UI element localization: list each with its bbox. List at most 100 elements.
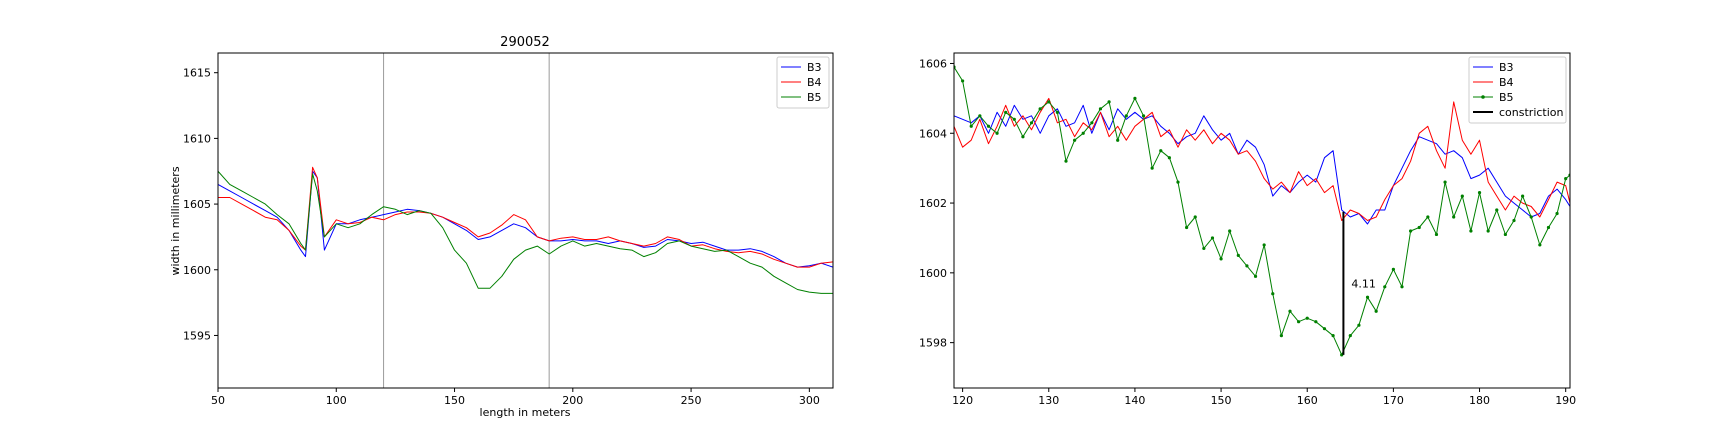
- left-plot-series-b5: [218, 170, 833, 294]
- right-plot-point-b5: [1434, 232, 1439, 237]
- right-plot-xtick-label: 150: [1211, 394, 1232, 407]
- right-plot-point-b5: [1159, 149, 1163, 153]
- right-plot-point-b5: [1202, 246, 1206, 251]
- left-plot-ytick-label: 1595: [183, 329, 211, 342]
- right-plot-point-b5: [1141, 114, 1146, 118]
- right-plot-ytick-label: 1606: [919, 57, 947, 70]
- left-plot-legend: [776, 56, 830, 109]
- right-plot-xtick-label: 170: [1383, 394, 1404, 407]
- right-plot-xtick-label: 140: [1124, 394, 1145, 407]
- right-plot-point-b5: [961, 79, 965, 83]
- left-plot-ytick-label: 1610: [183, 132, 211, 145]
- right-plot-point-b5: [1365, 295, 1370, 299]
- right-plot-point-b5: [1029, 121, 1034, 125]
- right-plot-point-b5: [1391, 267, 1395, 271]
- right-plot-point-b5: [1374, 309, 1378, 313]
- right-plot-point-b5: [1495, 208, 1499, 212]
- right-plot-point-b5: [1107, 100, 1111, 104]
- left-plot-xtick-label: 50: [211, 394, 225, 407]
- right-plot-point-b5: [1055, 110, 1059, 114]
- right-plot-xtick-label: 120: [952, 394, 973, 407]
- left-plot-xtick-label: 150: [444, 394, 465, 407]
- right-plot-legend: [1468, 56, 1567, 124]
- right-plot-point-b5: [1038, 107, 1042, 111]
- right-plot-xtick-label: 190: [1555, 394, 1576, 407]
- right-plot-point-b5: [1400, 285, 1404, 289]
- right-plot-point-b5: [1150, 166, 1154, 170]
- right-plot-legend-label: B3: [1499, 61, 1514, 74]
- right-plot-point-b5: [1228, 229, 1232, 233]
- right-plot-point-b5: [1529, 215, 1533, 219]
- right-plot-point-b5: [1409, 229, 1413, 233]
- right-plot-point-b5: [1124, 114, 1128, 118]
- right-plot-point-b5: [1236, 253, 1240, 257]
- right-plot-point-b5: [1185, 225, 1189, 230]
- left-plot-xtick-label: 200: [562, 394, 583, 407]
- right-plot-point-b5: [1503, 232, 1507, 237]
- right-plot-series-b4: [954, 97, 1570, 221]
- right-plot-point-b5: [1469, 229, 1473, 233]
- right-plot-point-b5: [1219, 257, 1223, 261]
- right-plot-point-b5: [969, 124, 973, 128]
- right-plot-point-b5: [1090, 121, 1094, 125]
- right-plot: 4.11 120 130 140 150 160 170 180 190 1598 1600 1602…: [919, 52, 1576, 407]
- right-plot-point-b5: [978, 114, 982, 118]
- right-plot-point-b5: [1176, 180, 1180, 184]
- left-plot-legend-label: B3: [807, 61, 822, 74]
- right-plot-point-b5: [1167, 156, 1171, 160]
- right-plot-point-b5: [1426, 215, 1430, 219]
- right-plot-point-b5: [1098, 107, 1103, 111]
- right-plot-legend-marker: [1481, 95, 1485, 99]
- left-plot-series-b4: [218, 166, 833, 268]
- right-plot-point-b5: [1417, 225, 1421, 230]
- right-plot-point-b5: [1021, 135, 1025, 139]
- left-plot-legend-label: B4: [807, 76, 822, 89]
- right-plot-point-b5: [1279, 334, 1283, 338]
- right-plot-ytick-label: 1598: [919, 337, 947, 350]
- right-plot-point-b5: [1564, 177, 1568, 181]
- right-plot-point-b5: [1064, 159, 1068, 163]
- right-plot-xtick-label: 180: [1469, 394, 1490, 407]
- constriction-label: 4.11: [1351, 277, 1376, 290]
- right-plot-ytick-label: 1602: [919, 197, 947, 210]
- right-plot-ytick-label: 1604: [919, 127, 947, 140]
- right-plot-point-b5: [1477, 190, 1482, 195]
- left-plot-legend-label: B5: [807, 91, 822, 104]
- right-plot-ytick-label: 1600: [919, 267, 947, 280]
- right-plot-point-b5: [1486, 229, 1490, 233]
- left-plot-xtick-label: 300: [799, 394, 820, 407]
- right-plot-point-b5: [1314, 320, 1318, 324]
- right-plot-point-b5: [1521, 194, 1525, 198]
- right-plot-frame: [953, 52, 1571, 389]
- right-plot-point-b5: [1245, 264, 1249, 268]
- right-plot-point-b5: [1073, 138, 1077, 142]
- left-plot-ytick-label: 1605: [183, 198, 211, 211]
- right-plot-xtick-label: 130: [1038, 394, 1059, 407]
- right-plot-point-b5: [1305, 316, 1309, 320]
- left-plot-ytick-label: 1600: [183, 264, 211, 277]
- right-plot-point-b5: [1331, 334, 1335, 338]
- right-plot-point-b5: [1538, 243, 1542, 247]
- left-plot-ytick-label: 1615: [183, 67, 211, 80]
- right-plot-point-b5: [1383, 285, 1387, 289]
- right-plot-point-b5: [1322, 327, 1327, 331]
- right-plot-point-b5: [1047, 100, 1051, 104]
- left-plot-xtick-label: 100: [326, 394, 347, 407]
- right-plot-point-b5: [1253, 274, 1258, 278]
- right-plot-point-b5: [1452, 215, 1456, 219]
- right-plot-point-b5: [1133, 96, 1137, 100]
- left-plot: 290052 length in meters width in millime…: [169, 35, 834, 419]
- right-plot-point-b5: [1193, 215, 1197, 219]
- left-plot-xlabel: length in meters: [480, 406, 571, 419]
- right-plot-point-b5: [1443, 180, 1447, 184]
- right-plot-point-b5: [1555, 211, 1559, 216]
- right-plot-legend-label: constriction: [1499, 106, 1564, 119]
- right-plot-point-b5: [1210, 236, 1215, 240]
- right-plot-point-b5: [1004, 110, 1008, 114]
- right-plot-point-b5: [1297, 320, 1301, 324]
- right-plot-point-b5: [986, 124, 991, 128]
- left-plot-ylabel: width in millimeters: [169, 166, 182, 275]
- right-plot-point-b5: [1271, 292, 1275, 296]
- right-plot-point-b5: [1357, 323, 1361, 327]
